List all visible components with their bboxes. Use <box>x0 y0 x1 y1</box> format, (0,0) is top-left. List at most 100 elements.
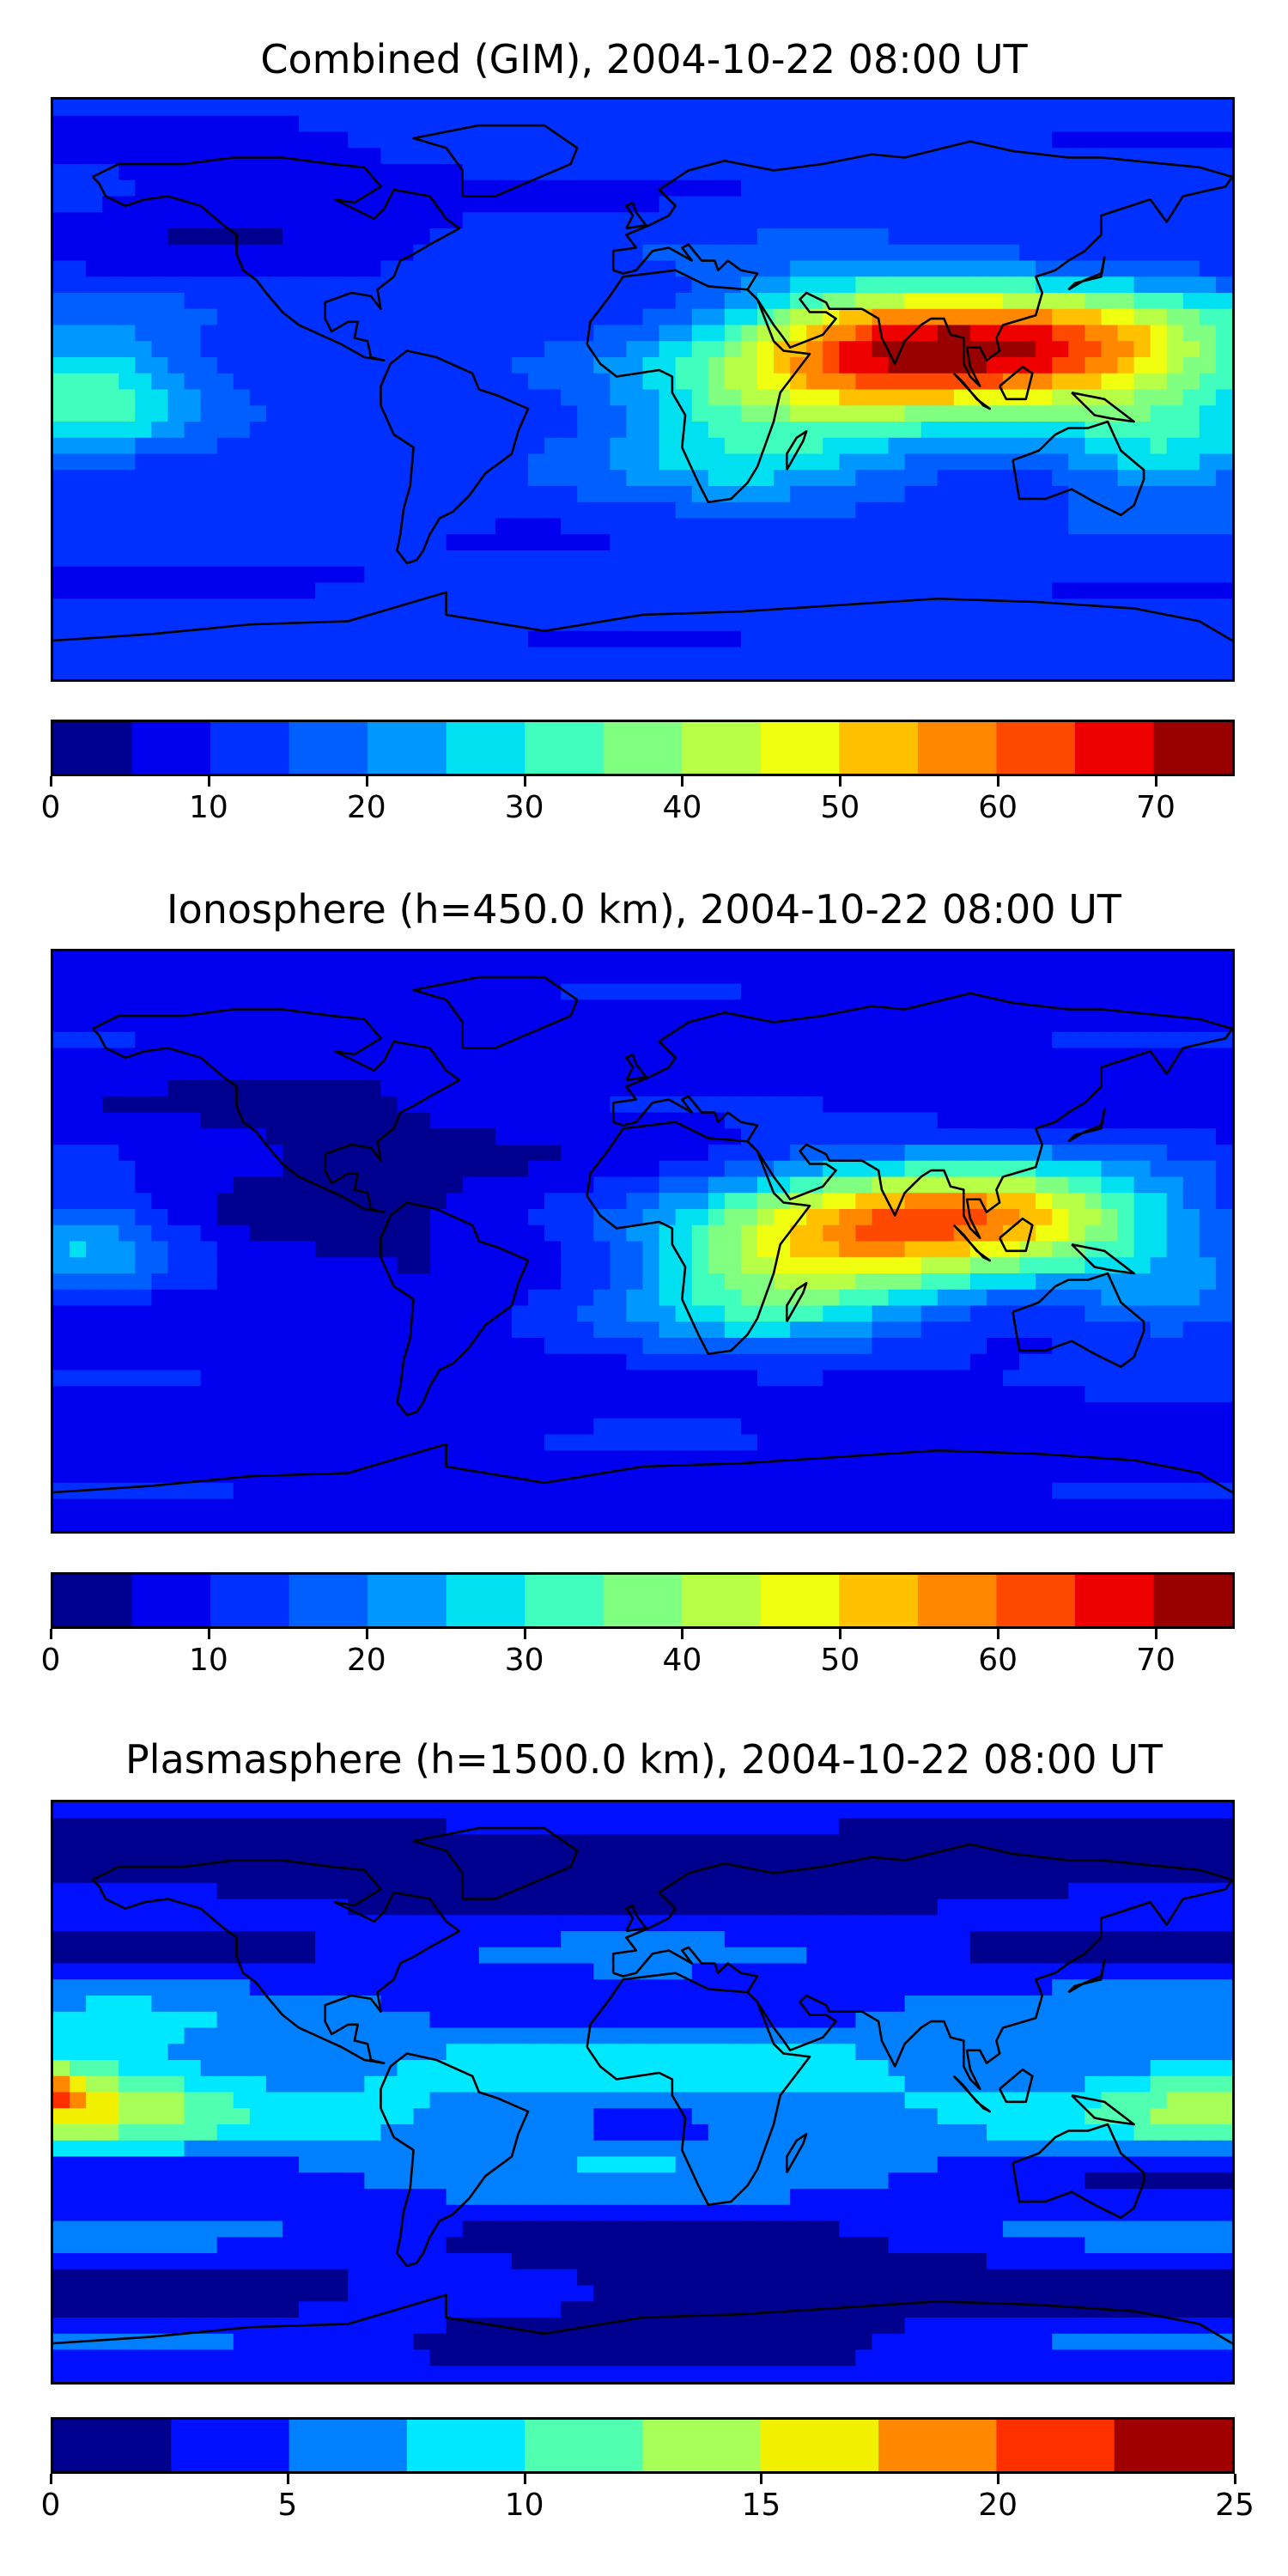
field-cell <box>331 179 349 197</box>
field-cell <box>593 100 611 117</box>
field-cell <box>708 518 726 535</box>
field-cell <box>937 148 955 165</box>
field-cell <box>265 566 283 584</box>
field-cell <box>478 1193 496 1210</box>
field-cell <box>86 1434 103 1451</box>
field-cell <box>315 1370 332 1387</box>
field-cell <box>920 1273 939 1291</box>
field-cell <box>790 1031 807 1049</box>
field-cell <box>774 228 791 246</box>
field-cell <box>920 276 939 294</box>
field-cell <box>1036 131 1053 149</box>
field-cell <box>577 148 594 165</box>
field-cell <box>839 967 856 985</box>
field-cell <box>806 1402 823 1419</box>
field-cell <box>265 1096 283 1114</box>
field-cell <box>118 501 136 519</box>
field-cell <box>1084 1386 1103 1403</box>
field-cell <box>969 357 987 374</box>
field-cell <box>937 999 955 1017</box>
field-cell <box>1052 951 1069 969</box>
field-cell <box>380 244 398 262</box>
field-cell <box>233 164 251 181</box>
field-cell <box>216 1273 234 1291</box>
field-cell <box>675 501 693 519</box>
field-cell <box>151 1048 169 1065</box>
field-cell <box>593 1370 611 1387</box>
field-cell <box>740 534 758 551</box>
field-cell <box>610 534 628 551</box>
field-cell <box>1215 1386 1232 1403</box>
field-cell <box>561 293 578 310</box>
field-cell <box>1199 1224 1217 1242</box>
field-cell <box>495 534 513 551</box>
field-cell <box>774 1466 791 1484</box>
field-cell <box>561 1450 578 1467</box>
field-cell <box>70 1338 87 1355</box>
field-cell <box>1166 244 1184 262</box>
field-cell <box>986 148 1004 165</box>
field-cell <box>70 1160 87 1178</box>
field-cell <box>790 1209 807 1226</box>
field-cell <box>642 131 660 149</box>
field-cell <box>118 1096 136 1114</box>
field-cell <box>478 1353 496 1371</box>
field-cell <box>1003 179 1020 197</box>
field-cell <box>1182 630 1200 648</box>
field-cell <box>446 1386 464 1403</box>
field-cell <box>1019 1096 1036 1114</box>
field-cell <box>872 1016 890 1033</box>
field-cell <box>1068 1079 1085 1097</box>
field-cell <box>756 164 775 181</box>
field-cell <box>528 534 545 551</box>
field-cell <box>167 1064 185 1081</box>
field-cell <box>478 421 496 439</box>
field-cell <box>642 341 660 358</box>
field-cell <box>561 598 578 616</box>
field-cell <box>740 486 758 503</box>
field-cell <box>675 228 693 246</box>
field-cell <box>626 566 644 584</box>
field-cell <box>429 148 447 165</box>
field-cell <box>233 582 251 599</box>
field-cell <box>184 131 202 149</box>
field-cell <box>1117 308 1135 326</box>
field-cell <box>1084 100 1103 117</box>
field-cell <box>135 582 153 599</box>
field-cell <box>593 1096 611 1114</box>
field-cell <box>478 1434 496 1451</box>
field-cell <box>413 196 431 213</box>
field-cell <box>315 437 332 455</box>
field-cell <box>380 308 398 326</box>
field-cell <box>102 260 119 277</box>
field-cell <box>774 1031 791 1049</box>
field-cell <box>86 486 103 503</box>
field-cell <box>724 100 742 117</box>
field-cell <box>184 1160 202 1178</box>
field-cell <box>135 663 153 679</box>
field-cell <box>1101 614 1119 632</box>
field-cell <box>937 1064 955 1081</box>
field-cell <box>478 1079 496 1097</box>
field-cell <box>691 437 709 455</box>
field-cell <box>282 647 300 664</box>
field-cell <box>511 293 529 310</box>
field-cell <box>200 1193 218 1210</box>
field-cell <box>167 951 185 969</box>
field-cell <box>1150 164 1168 181</box>
field-cell <box>920 260 939 277</box>
field-cell <box>953 1338 971 1355</box>
field-cell <box>380 1402 398 1419</box>
field-cell <box>1117 534 1135 551</box>
field-cell <box>969 1289 987 1307</box>
field-cell <box>642 115 660 133</box>
field-cell <box>642 1466 660 1484</box>
field-cell <box>774 357 791 374</box>
field-cell <box>740 389 758 406</box>
field-cell <box>920 550 939 568</box>
field-cell <box>806 437 823 455</box>
field-cell <box>675 115 693 133</box>
field-cell <box>855 1370 873 1387</box>
field-cell <box>756 1031 775 1049</box>
field-cell <box>986 647 1004 664</box>
